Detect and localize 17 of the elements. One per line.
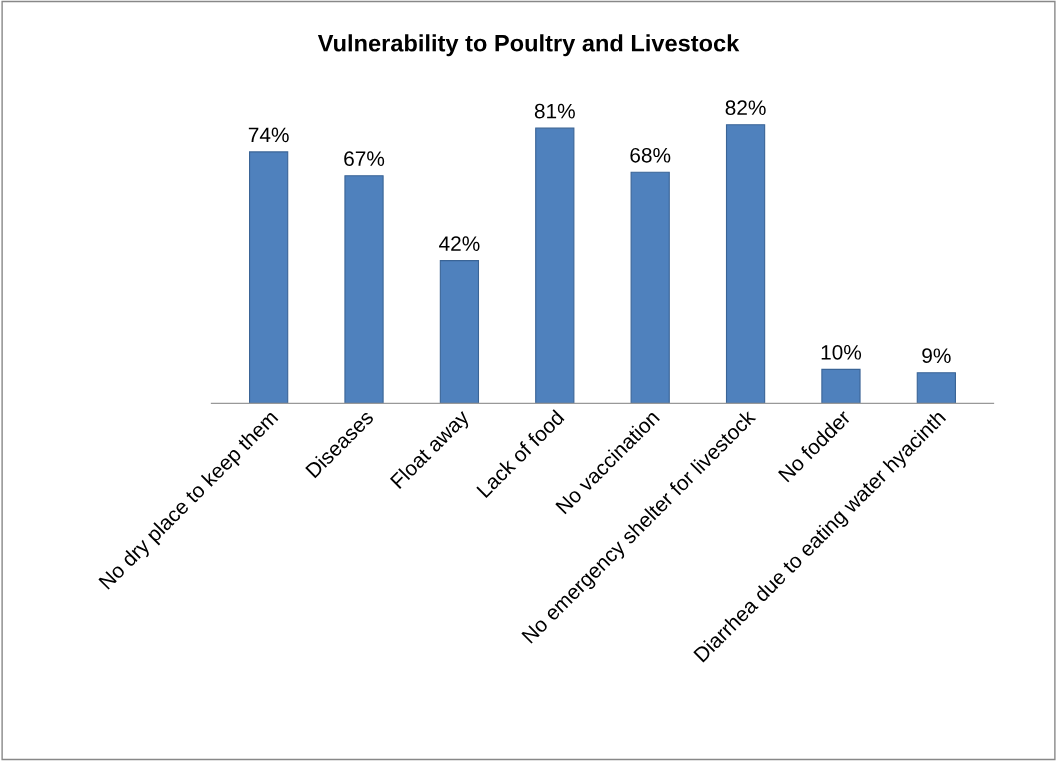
data-label: 9% (922, 348, 951, 364)
data-label: 42% (439, 236, 480, 251)
bar (535, 127, 575, 404)
data-label: 68% (630, 147, 671, 163)
bar (821, 368, 861, 404)
bar (344, 175, 384, 404)
data-label: 67% (344, 151, 385, 167)
chart-title: Vulnerability to Poultry and Livestock (317, 34, 740, 57)
bar (725, 124, 766, 404)
bar (439, 260, 480, 404)
bar (630, 171, 670, 404)
data-label: 82% (725, 100, 766, 116)
data-label: 10% (821, 344, 862, 360)
data-label: 81% (534, 103, 575, 119)
data-label: 74% (248, 127, 289, 143)
bar (249, 151, 289, 404)
bar (916, 372, 956, 404)
